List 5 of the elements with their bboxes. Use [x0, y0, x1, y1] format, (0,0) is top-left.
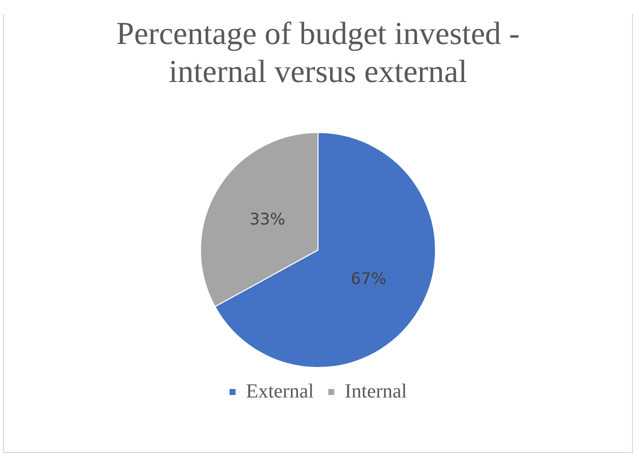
data-label: 33%	[250, 209, 286, 228]
legend-label: External	[246, 380, 314, 402]
legend-label: Internal	[344, 380, 408, 402]
chart-title: Percentage of budget invested - internal versus external	[115, 14, 521, 91]
data-label: 67%	[350, 269, 386, 288]
